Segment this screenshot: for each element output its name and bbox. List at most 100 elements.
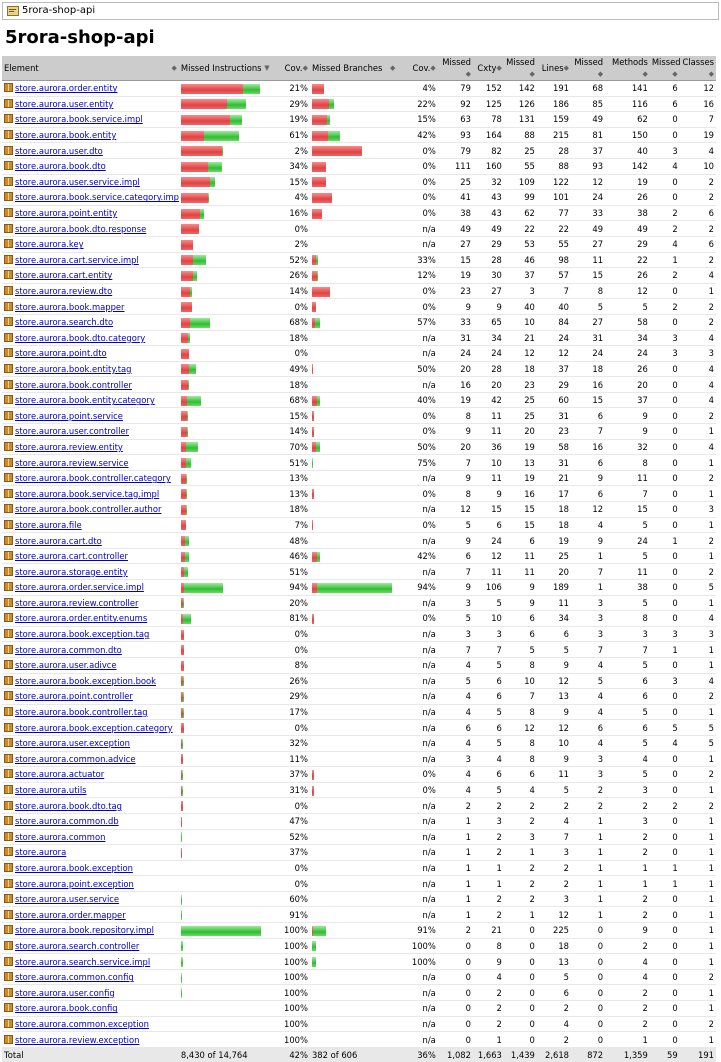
package-link[interactable]: store.aurora.search.dto <box>15 317 114 328</box>
lines: 18 <box>536 517 571 534</box>
package-link[interactable]: store.aurora.book.entity.category <box>15 395 155 406</box>
header-missed-branches[interactable]: Missed Branches ◆ <box>309 56 398 81</box>
package-link[interactable]: store.aurora.book.exception.category <box>15 722 173 733</box>
package-link[interactable]: store.aurora.common.config <box>15 972 134 983</box>
branch-bar-cell <box>309 626 398 643</box>
covered-bar <box>199 208 204 219</box>
branch-cov: n/a <box>397 470 438 487</box>
header-instr-cov[interactable]: Cov. ◆ <box>271 56 310 81</box>
package-link[interactable]: store.aurora.review.service <box>15 457 129 468</box>
missed-lines: 2 <box>503 860 537 877</box>
package-link[interactable]: store.aurora.review.controller <box>15 597 139 608</box>
package-link[interactable]: store.aurora.storage.entity <box>15 566 128 577</box>
package-link[interactable]: store.aurora.user.config <box>15 987 115 998</box>
classes: 1 <box>679 829 716 846</box>
package-link[interactable]: store.aurora.order.entity.enums <box>15 613 148 624</box>
package-link[interactable]: store.aurora.common.advice <box>15 753 136 764</box>
package-link[interactable]: store.aurora.book.dto <box>15 161 106 172</box>
package-link[interactable]: store.aurora.point.controller <box>15 691 133 702</box>
package-link[interactable]: store.aurora.cart.dto <box>15 535 102 546</box>
header-missed-classes[interactable]: Missed ◆ <box>649 56 681 81</box>
package-link[interactable]: store.aurora.book.entity.tag <box>15 363 132 374</box>
header-classes[interactable]: Classes ◆ <box>679 56 716 81</box>
package-link[interactable]: store.aurora.book.controller.author <box>15 504 162 515</box>
breadcrumb[interactable]: 5rora-shop-api <box>2 2 719 20</box>
package-link[interactable]: store.aurora.book.service.category.impl <box>15 192 179 203</box>
package-link[interactable]: store.aurora.order.mapper <box>15 909 126 920</box>
package-link[interactable]: store.aurora.review.entity <box>15 441 123 452</box>
package-link[interactable]: store.aurora.common.exception <box>15 1018 149 1029</box>
missed-classes: 0 <box>649 376 680 393</box>
package-icon <box>4 816 13 826</box>
table-row: store.aurora.book.config 100% n/a 0 2 0 2 0 2 0 1 <box>2 1000 716 1017</box>
header-branch-cov[interactable]: Cov. ◆ <box>397 56 438 81</box>
header-lines[interactable]: Lines ◆ <box>536 56 571 81</box>
package-link[interactable]: store.aurora.common <box>15 831 106 842</box>
package-link[interactable]: store.aurora.book.config <box>15 1003 118 1014</box>
branch-cov: n/a <box>397 563 438 580</box>
package-link[interactable]: store.aurora.point.dto <box>15 348 107 359</box>
package-link[interactable]: store.aurora.common.db <box>15 816 119 827</box>
package-link[interactable]: store.aurora.user.controller <box>15 426 130 437</box>
package-link[interactable]: store.aurora.search.controller <box>15 940 140 951</box>
package-link[interactable]: store.aurora.book.dto.category <box>15 332 146 343</box>
header-missed-lines[interactable]: Missed ◆ <box>503 56 537 81</box>
package-link[interactable]: store.aurora.point.service <box>15 410 123 421</box>
classes: 1 <box>679 782 716 799</box>
package-link[interactable]: store.aurora.order.entity <box>15 83 118 94</box>
package-link[interactable]: store.aurora.book.mapper <box>15 301 125 312</box>
covered-bar <box>180 972 182 983</box>
package-link[interactable]: store.aurora.book.dto.tag <box>15 800 122 811</box>
package-link[interactable]: store.aurora.book.entity <box>15 130 117 141</box>
package-link[interactable]: store.aurora.user.exception <box>15 738 130 749</box>
package-link[interactable]: store.aurora.review.exception <box>15 1034 140 1045</box>
package-link[interactable]: store.aurora.book.exception.book <box>15 675 156 686</box>
package-link[interactable]: store.aurora.review.dto <box>15 286 113 297</box>
package-link[interactable]: store.aurora.cart.entity <box>15 270 113 281</box>
package-link[interactable]: store.aurora.book.exception.tag <box>15 629 150 640</box>
methods: 2 <box>605 844 650 861</box>
instr-cov: 14% <box>271 423 310 440</box>
package-link[interactable]: store.aurora.book.repository.impl <box>15 925 154 936</box>
package-link[interactable]: store.aurora.book.controller.tag <box>15 707 148 718</box>
package-link[interactable]: store.aurora.book.controller.category <box>15 473 171 484</box>
branch-cov: n/a <box>397 1016 438 1033</box>
missed-lines: 8 <box>503 751 537 768</box>
package-link[interactable]: store.aurora.cart.controller <box>15 551 128 562</box>
package-link[interactable]: store.aurora.point.exception <box>15 878 134 889</box>
package-link[interactable]: store.aurora.cart.service.impl <box>15 254 139 265</box>
package-link[interactable]: store.aurora.book.controller <box>15 379 132 390</box>
package-link[interactable]: store.aurora.book.service.impl <box>15 114 143 125</box>
missed-lines: 88 <box>503 127 537 144</box>
package-link[interactable]: store.aurora.utils <box>15 785 87 796</box>
package-link[interactable]: store.aurora.user.service <box>15 894 120 905</box>
methods: 9 <box>605 423 650 440</box>
package-link[interactable]: store.aurora.order.service.impl <box>15 582 144 593</box>
package-link[interactable]: store.aurora.common.dto <box>15 644 122 655</box>
package-link[interactable]: store.aurora.actuator <box>15 769 105 780</box>
package-link[interactable]: store.aurora.user.adivce <box>15 660 117 671</box>
package-link[interactable]: store.aurora.book.exception <box>15 862 133 873</box>
package-link[interactable]: store.aurora.key <box>15 239 84 250</box>
package-link[interactable]: store.aurora.search.service.impl <box>15 956 151 967</box>
package-link[interactable]: store.aurora.point.entity <box>15 208 118 219</box>
missed-bar <box>180 208 200 219</box>
element-cell: store.aurora.order.entity.enums <box>2 610 179 627</box>
package-link[interactable]: store.aurora.file <box>15 519 82 530</box>
package-icon <box>4 800 13 810</box>
header-element[interactable]: Element ◆ <box>2 56 179 81</box>
package-link[interactable]: store.aurora.user.service.impl <box>15 176 140 187</box>
package-link[interactable]: store.aurora.user.entity <box>15 98 114 109</box>
branch-cov: n/a <box>397 735 438 752</box>
package-link[interactable]: store.aurora.user.dto <box>15 145 103 156</box>
header-missed-methods[interactable]: Missed ◆ <box>570 56 606 81</box>
header-missed-instructions[interactable]: Missed Instructions ▼ <box>178 56 272 81</box>
package-link[interactable]: store.aurora.book.service.tag.impl <box>15 488 160 499</box>
header-missed-cxty[interactable]: Missed ◆ <box>437 56 473 81</box>
package-link[interactable]: store.aurora.book.dto.response <box>15 223 147 234</box>
package-link[interactable]: store.aurora <box>15 847 67 858</box>
missed-methods: 7 <box>570 641 606 658</box>
header-methods[interactable]: Methods ◆ <box>605 56 650 81</box>
header-cxty[interactable]: Cxty ◆ <box>472 56 504 81</box>
table-row: store.aurora.storage.entity 51% n/a 7 11 11 20… <box>2 563 716 580</box>
